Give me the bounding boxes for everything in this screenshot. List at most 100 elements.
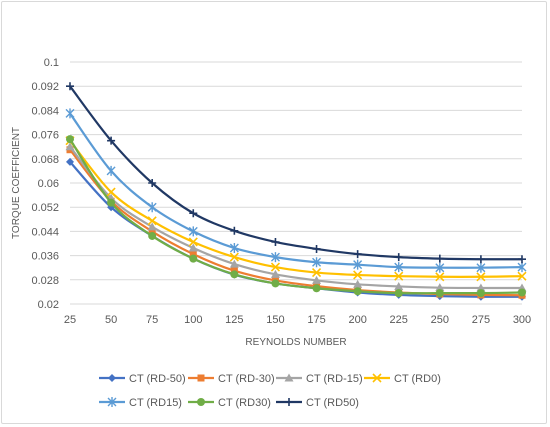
data-point [271, 237, 280, 246]
data-point [394, 281, 404, 290]
y-tick-label: 0.036 [31, 251, 59, 263]
data-point [230, 270, 239, 279]
y-tick-label: 0.06 [38, 178, 59, 190]
data-point [188, 237, 198, 247]
data-point [311, 267, 322, 278]
legend: CT (RD-50) CT (RD-30) CT (RD-15) CT (RD0) CT… [99, 373, 441, 409]
legend-marker [107, 397, 117, 407]
y-axis-title: TORQUE COEFFICIENT [11, 127, 22, 239]
y-tick-label: 0.02 [38, 299, 59, 311]
data-point [435, 254, 444, 263]
data-point [188, 226, 198, 237]
data-point [66, 82, 74, 91]
data-point [148, 231, 157, 240]
data-point [435, 283, 445, 292]
series-ct-rd-15 [65, 142, 527, 292]
legend-label: CT (RD-30) [218, 373, 275, 385]
data-point [147, 222, 157, 231]
data-point [270, 262, 281, 272]
y-tick-label: 0.052 [31, 202, 59, 214]
legend-label: CT (RD-50) [129, 373, 186, 385]
data-point [518, 255, 526, 264]
gridlines [70, 61, 522, 305]
data-point [353, 279, 363, 288]
data-point [435, 272, 445, 282]
x-tick-label: 150 [266, 314, 284, 326]
data-point [106, 165, 116, 176]
data-point [66, 157, 74, 166]
legend-item: CT (RD50) [276, 397, 359, 409]
data-point [394, 289, 403, 298]
data-point [229, 259, 239, 268]
data-point [435, 289, 444, 298]
x-tick-label: 100 [184, 314, 202, 326]
data-point [517, 262, 527, 273]
legend-marker [284, 373, 294, 382]
x-tick-label: 75 [146, 314, 158, 326]
data-point [189, 250, 197, 258]
y-tick-label: 0.044 [31, 226, 59, 238]
data-point [394, 262, 404, 273]
legend-label: CT (RD0) [394, 373, 441, 385]
series-line [69, 139, 523, 278]
x-tick-label: 275 [472, 314, 490, 326]
y-tick-label: 0.1 [44, 57, 59, 69]
legend-item: CT (RD15) [99, 397, 182, 409]
legend-marker [197, 374, 205, 382]
data-point [476, 255, 485, 264]
series-group [65, 82, 527, 301]
data-point [312, 275, 322, 284]
data-point [66, 135, 74, 144]
data-point [394, 253, 403, 262]
x-tick-label: 250 [431, 314, 449, 326]
legend-label: CT (RD30) [218, 397, 271, 409]
series-ct-rd15 [65, 108, 527, 273]
y-tick-label: 0.092 [31, 81, 59, 93]
legend-marker [108, 374, 116, 382]
x-axis-title: REYNOLDS NUMBER [245, 337, 346, 348]
y-axis-ticks: 0.02 0.028 0.036 0.044 0.052 0.06 0.068 0.076 0.… [31, 57, 59, 311]
data-point [270, 252, 280, 263]
legend-item: CT (RD30) [188, 397, 271, 409]
x-tick-label: 225 [390, 314, 408, 326]
x-axis-ticks: 25 50 75 100 125 150 175 200 225 250 275 300 [64, 314, 531, 326]
data-point [270, 269, 280, 278]
legend-item: CT (RD-15) [276, 373, 363, 385]
data-point [353, 250, 362, 259]
series-line [69, 85, 523, 261]
series-ct-rd30 [66, 135, 526, 298]
data-point [518, 288, 526, 297]
data-point [271, 279, 280, 288]
legend-marker [372, 373, 382, 383]
data-point [353, 287, 362, 296]
legend-label: CT (RD50) [306, 397, 359, 409]
legend-item: CT (RD0) [364, 373, 441, 385]
data-point [148, 227, 156, 235]
data-point [476, 289, 485, 298]
data-point [312, 244, 321, 253]
x-tick-label: 50 [105, 314, 117, 326]
data-point [229, 252, 239, 262]
legend-marker [197, 398, 205, 406]
data-point [230, 226, 239, 235]
data-point [394, 271, 404, 281]
data-point [65, 108, 75, 119]
data-point [476, 272, 486, 282]
x-tick-label: 25 [64, 314, 76, 326]
data-point [107, 198, 116, 207]
series-ct-rd50 [66, 82, 526, 264]
legend-label: CT (RD-15) [306, 373, 363, 385]
data-point [189, 209, 198, 218]
data-point [312, 257, 322, 268]
y-tick-label: 0.068 [31, 154, 59, 166]
series-line [69, 112, 523, 269]
data-point [147, 216, 157, 226]
data-point [188, 243, 198, 252]
series-line [69, 149, 523, 297]
series-line [69, 146, 523, 290]
data-point [476, 262, 486, 273]
y-tick-label: 0.028 [31, 275, 59, 287]
legend-marker [285, 398, 293, 406]
